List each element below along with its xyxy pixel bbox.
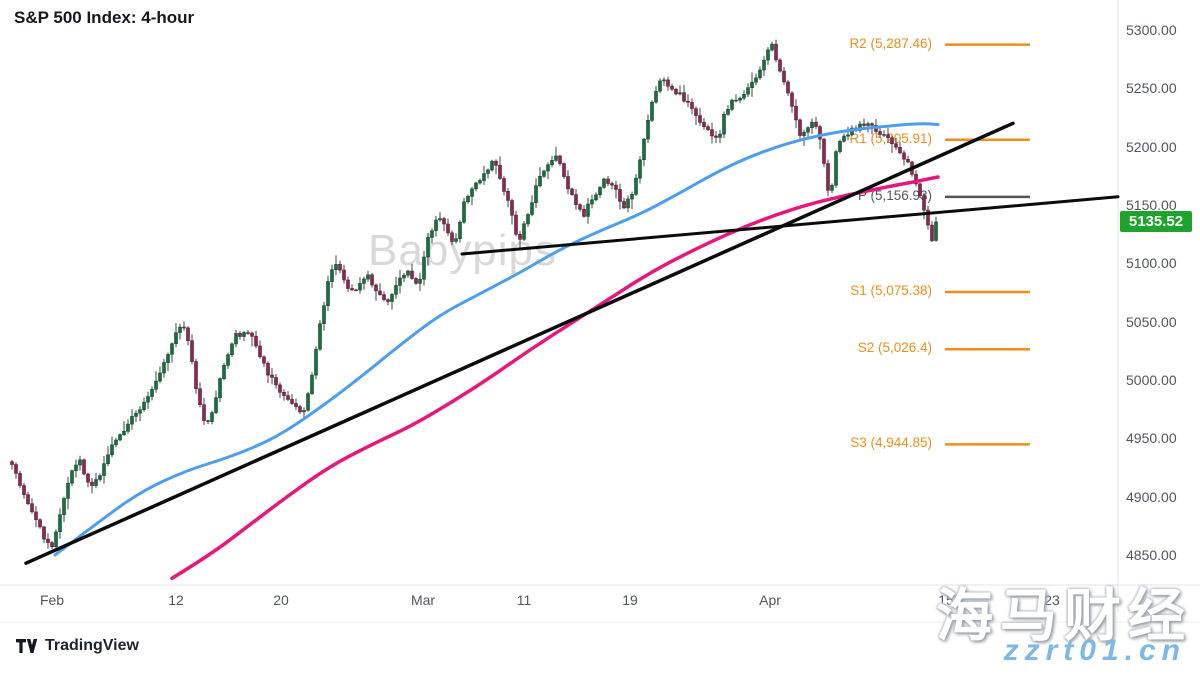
tradingview-mark-icon: [16, 638, 38, 653]
minor-trendline: [460, 195, 1120, 256]
fast-ma-line: [53, 122, 940, 557]
site-watermark-cn: 海马财经: [936, 584, 1192, 648]
site-watermark-url: zzrt01.cn: [1003, 634, 1186, 667]
candles: [10, 39, 938, 550]
pivot-label-R2: R2 (5,287.46): [849, 35, 932, 51]
chart-title: S&P 500 Index: 4-hour: [14, 8, 195, 27]
tradingview-logo-text: TradingView: [45, 637, 139, 654]
pivot-label-S1: S1 (5,075.38): [850, 283, 932, 299]
last-price-badge: 5135.52: [1120, 211, 1192, 233]
pivot-label-S3: S3 (4,944.85): [850, 435, 932, 451]
pivot-label-P: P (5,156.93): [857, 187, 932, 203]
major-uptrend-line: [24, 121, 1015, 565]
pivot-label-S2: S2 (5,026.4): [857, 340, 932, 356]
slow-ma-line: [170, 175, 940, 581]
tradingview-logo[interactable]: TradingView: [16, 637, 139, 655]
